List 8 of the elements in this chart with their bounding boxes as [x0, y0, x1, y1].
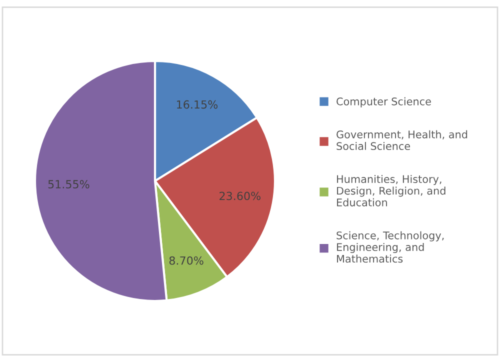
legend-label: Humanities, History, Design, Religion, and Education: [337, 174, 446, 206]
data-label: 51.55%: [48, 180, 90, 188]
legend-label: Government, Health, and Social Science: [336, 130, 468, 150]
data-label: 8.70%: [169, 256, 204, 265]
legend-label: Science, Technology, Engineering, and Mathematics: [336, 231, 444, 263]
legend-label: Computer Science: [336, 97, 431, 108]
data-label: 16.15%: [177, 100, 218, 109]
data-label: 23.60%: [220, 192, 260, 200]
